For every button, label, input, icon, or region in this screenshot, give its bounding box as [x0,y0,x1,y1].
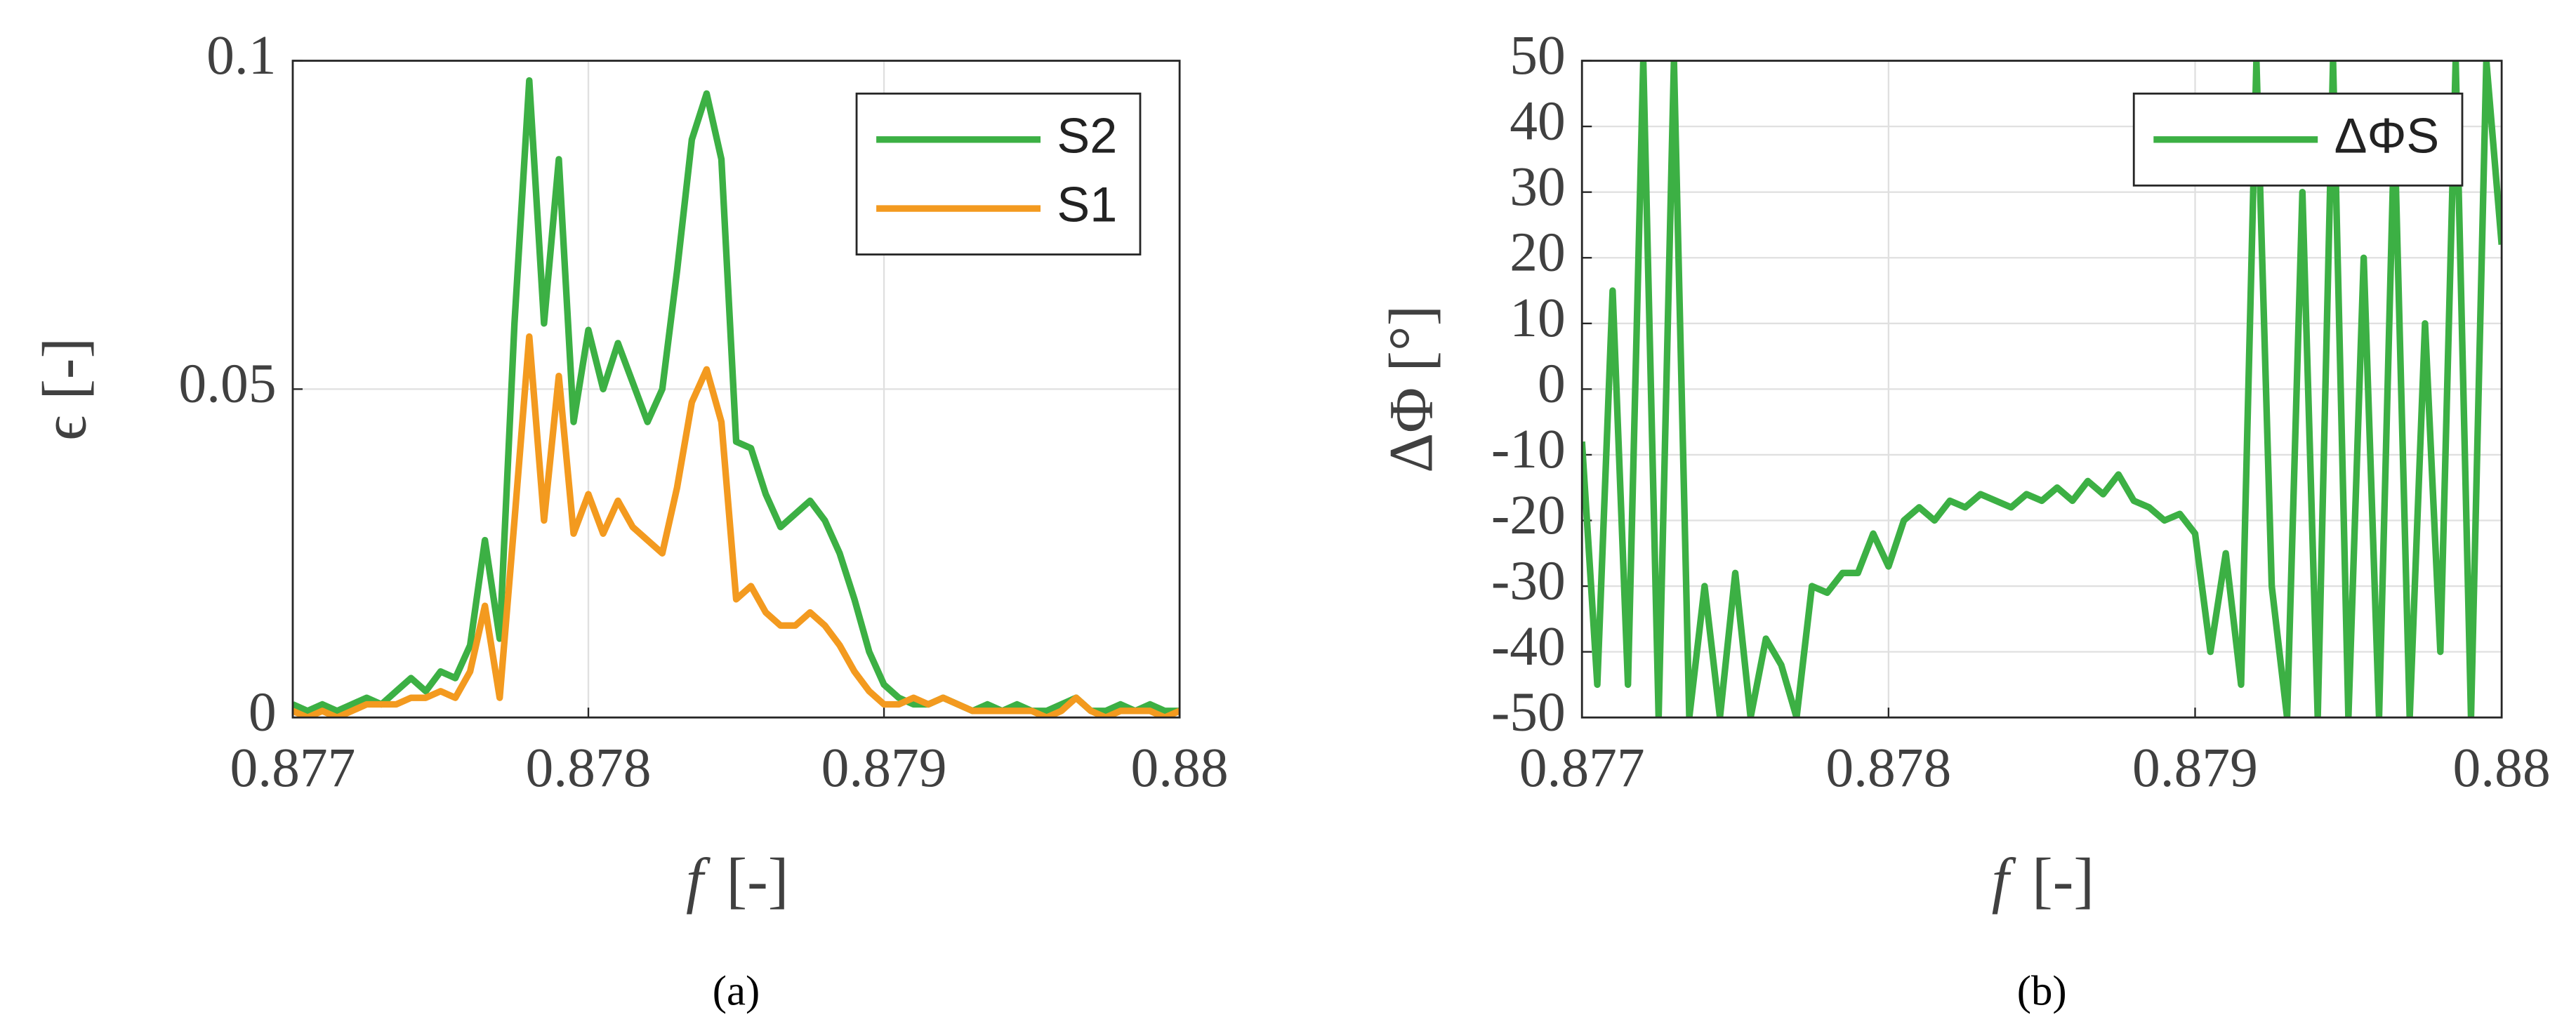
y-label: ϵ [-] [31,338,100,441]
y-tick-label: 0 [1538,353,1566,415]
y-tick-label: 0.05 [178,353,276,415]
x-tick-label: 0.878 [1825,737,1951,799]
y-tick-label: -20 [1491,484,1566,546]
x-unit: [-] [2032,846,2094,915]
caption: (a) [713,967,760,1014]
y-tick-label: -30 [1491,550,1566,611]
x-label: f [686,846,711,915]
y-tick-label: 20 [1510,221,1566,283]
data-line [292,333,1180,718]
x-tick-label: 0.879 [821,737,947,799]
plot [1582,60,2502,718]
y-tick-label: -10 [1491,418,1566,480]
plot [292,77,1180,718]
y-tick-label: 10 [1510,287,1566,349]
x-tick-label: 0.88 [2453,737,2551,799]
x-tick-label: 0.879 [2132,737,2258,799]
data-line [1582,60,2502,718]
y-tick-label: -50 [1491,681,1566,743]
caption: (b) [2017,967,2067,1014]
axes-box [291,60,1181,719]
y-tick-label: 0.1 [206,25,276,86]
legend-label: S1 [1057,177,1117,232]
x-label: f [1992,846,2016,915]
y-tick-label: 40 [1510,90,1566,152]
y-label: ΔΦ [°] [1378,305,1446,473]
y-tick-label: 50 [1510,25,1566,86]
legend: ΔΦS [2132,92,2464,187]
x-tick-label: 0.878 [526,737,652,799]
legend-label: ΔΦS [2334,107,2440,163]
legend-label: S2 [1057,107,1117,163]
y-tick-label: 30 [1510,156,1566,218]
legend-box [855,92,1142,255]
y-tick-label: 0 [249,681,277,743]
axes-box [1580,60,2503,719]
x-tick-label: 0.88 [1131,737,1229,799]
x-tick-label: 0.877 [1519,737,1645,799]
x-unit: [-] [727,846,789,915]
x-tick-label: 0.877 [230,737,356,799]
y-tick-label: -40 [1491,616,1566,677]
